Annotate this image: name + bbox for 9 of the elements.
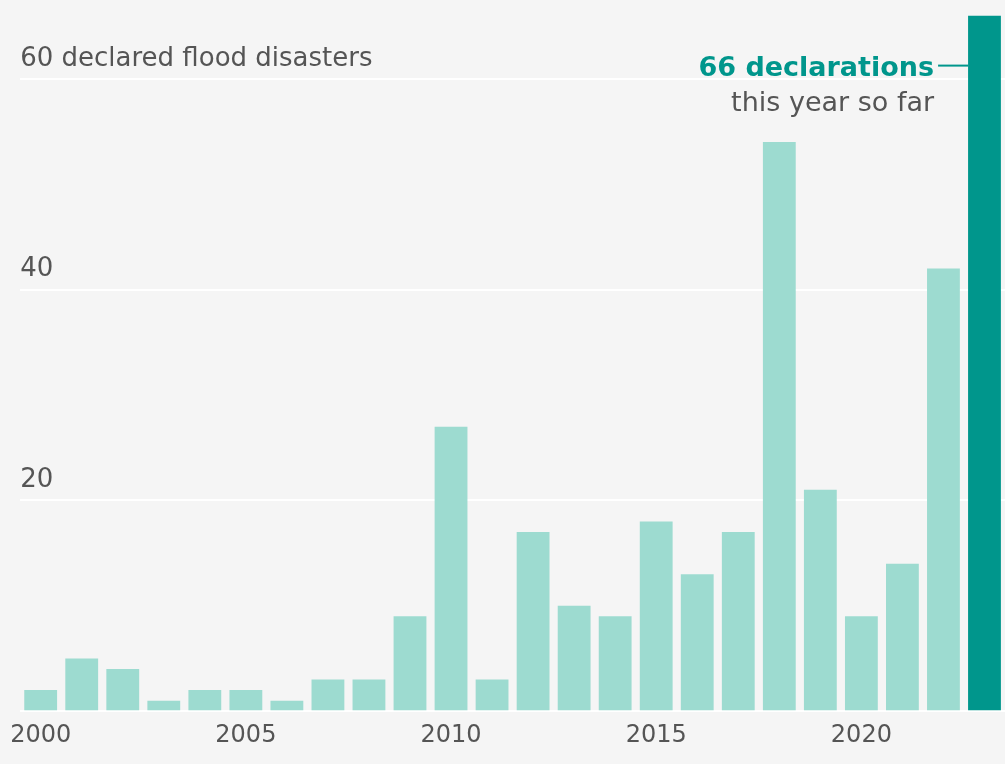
x-tick-label: 2010	[420, 719, 482, 748]
annotation: 66 declarations this year so far	[698, 50, 935, 117]
x-tick-label: 2015	[625, 719, 687, 748]
y-tick-label: 40	[20, 252, 54, 283]
x-tick-label: 2005	[215, 719, 277, 748]
x-tick-label: 2000	[10, 719, 72, 748]
x-tick-label: 2020	[830, 719, 892, 748]
y-tick-label: 20	[20, 463, 54, 494]
y-tick-label: 60 declared flood disasters	[20, 41, 373, 72]
